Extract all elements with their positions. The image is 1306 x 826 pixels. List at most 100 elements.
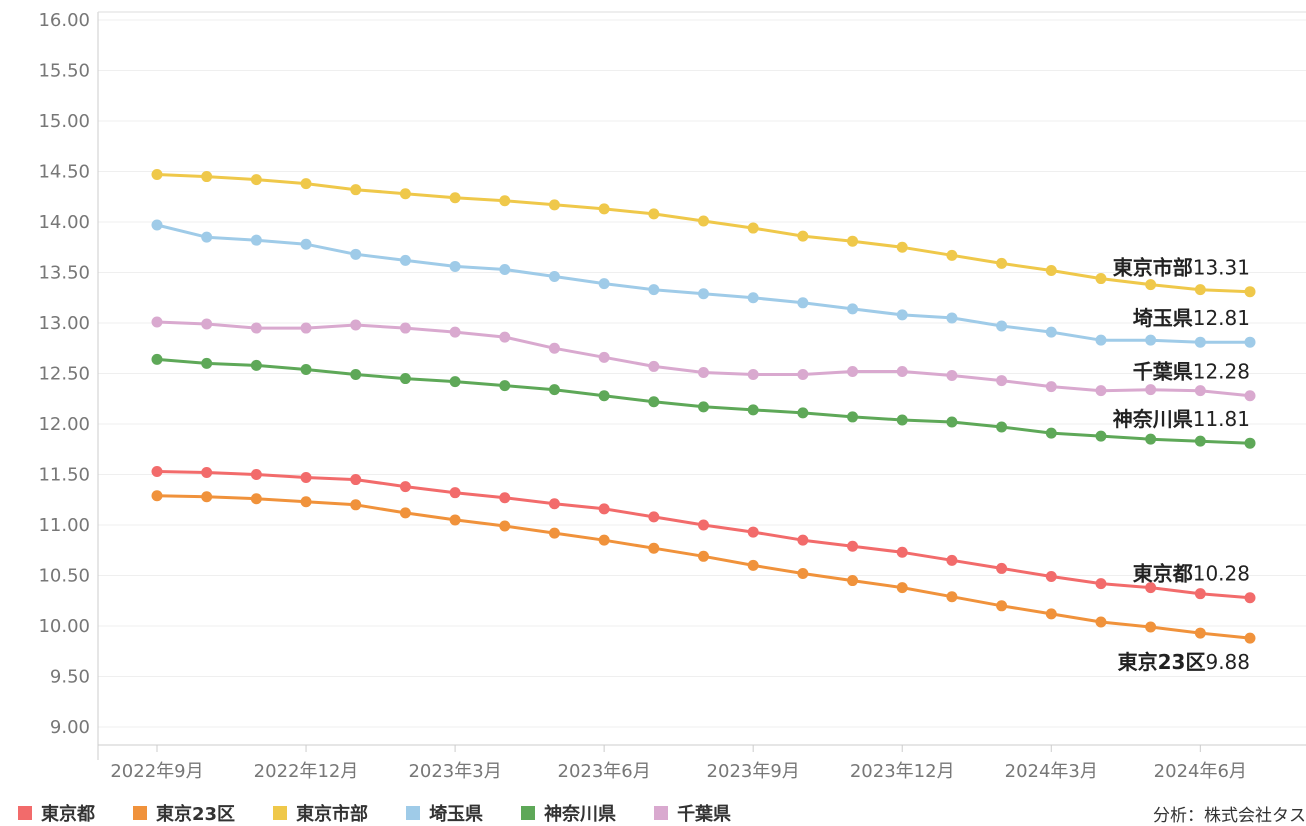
data-point[interactable] [896,241,908,253]
data-point[interactable] [847,540,859,552]
data-point[interactable] [250,469,262,480]
data-point[interactable] [747,292,759,304]
legend-item[interactable]: 東京23区 [133,800,235,826]
data-point[interactable] [1194,385,1206,397]
data-point[interactable] [300,238,312,250]
data-point[interactable] [201,231,213,243]
data-point[interactable] [399,373,411,385]
data-point[interactable] [300,472,312,484]
data-point[interactable] [201,318,213,330]
data-point[interactable] [946,591,958,603]
data-point[interactable] [946,312,958,324]
data-point[interactable] [1145,582,1157,594]
data-point[interactable] [1244,286,1256,298]
data-point[interactable] [996,421,1008,433]
data-point[interactable] [797,230,809,242]
data-point[interactable] [1045,326,1057,338]
data-point[interactable] [847,411,859,423]
data-point[interactable] [1194,336,1206,348]
data-point[interactable] [1244,336,1256,348]
data-point[interactable] [499,380,511,392]
data-point[interactable] [1244,437,1256,449]
data-point[interactable] [201,171,213,183]
data-point[interactable] [499,195,511,207]
data-point[interactable] [1095,385,1107,397]
data-point[interactable] [201,466,213,478]
data-point[interactable] [449,192,461,204]
data-point[interactable] [1095,273,1107,285]
data-point[interactable] [1145,334,1157,346]
data-point[interactable] [946,370,958,382]
data-point[interactable] [499,492,511,504]
data-point[interactable] [797,407,809,419]
data-point[interactable] [648,208,660,220]
data-point[interactable] [350,184,362,196]
data-point[interactable] [1045,571,1057,583]
legend-item[interactable]: 千葉県 [654,800,731,826]
data-point[interactable] [399,322,411,334]
data-point[interactable] [350,474,362,486]
data-point[interactable] [698,215,709,227]
data-point[interactable] [847,575,859,587]
data-point[interactable] [151,490,163,502]
data-point[interactable] [449,260,461,272]
data-point[interactable] [548,527,560,539]
data-point[interactable] [350,248,362,260]
data-point[interactable] [946,554,958,566]
data-point[interactable] [896,546,908,558]
data-point[interactable] [449,514,461,526]
data-point[interactable] [151,316,163,328]
data-point[interactable] [151,219,163,231]
data-point[interactable] [350,319,362,331]
data-point[interactable] [996,562,1008,574]
data-point[interactable] [300,363,312,375]
data-point[interactable] [499,263,511,275]
data-point[interactable] [1045,608,1057,620]
data-point[interactable] [598,278,610,290]
data-point[interactable] [797,297,809,309]
data-point[interactable] [1045,264,1057,276]
data-point[interactable] [648,542,660,554]
data-point[interactable] [896,414,908,426]
data-point[interactable] [598,203,610,215]
data-point[interactable] [201,357,213,369]
data-point[interactable] [698,288,709,300]
data-point[interactable] [1045,381,1057,393]
data-point[interactable] [300,322,312,334]
data-point[interactable] [300,178,312,190]
data-point[interactable] [399,507,411,519]
data-point[interactable] [548,342,560,354]
data-point[interactable] [698,519,709,531]
data-point[interactable] [747,404,759,416]
data-point[interactable] [250,493,262,505]
legend-item[interactable]: 東京市部 [273,800,368,826]
data-point[interactable] [250,234,262,246]
data-point[interactable] [1145,279,1157,291]
data-point[interactable] [896,309,908,321]
data-point[interactable] [896,365,908,377]
data-point[interactable] [548,384,560,396]
data-point[interactable] [548,271,560,283]
data-point[interactable] [847,365,859,377]
data-point[interactable] [1095,578,1107,590]
data-point[interactable] [1194,284,1206,296]
data-point[interactable] [548,498,560,510]
data-point[interactable] [449,487,461,499]
data-point[interactable] [1145,384,1157,396]
data-point[interactable] [399,188,411,200]
data-point[interactable] [648,360,660,372]
data-point[interactable] [747,526,759,538]
data-point[interactable] [747,559,759,571]
data-point[interactable] [250,174,262,186]
data-point[interactable] [598,390,610,402]
data-point[interactable] [648,284,660,296]
data-point[interactable] [996,320,1008,332]
data-point[interactable] [996,375,1008,387]
data-point[interactable] [399,481,411,493]
data-point[interactable] [1095,616,1107,628]
data-point[interactable] [648,511,660,523]
data-point[interactable] [548,199,560,211]
data-point[interactable] [598,351,610,363]
data-point[interactable] [449,376,461,388]
data-point[interactable] [300,496,312,508]
